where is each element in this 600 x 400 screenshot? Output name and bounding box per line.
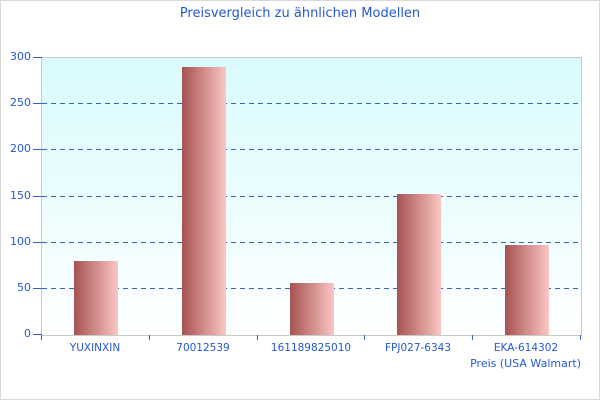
bar-FPJ027-6343 [397, 194, 441, 335]
gridline-200 [42, 149, 581, 150]
bar-EKA-614302 [505, 245, 549, 335]
chart-title: Preisvergleich zu ähnlichen Modellen [179, 6, 421, 21]
y-tick-mark [33, 103, 42, 104]
x-tick-mark [149, 335, 150, 340]
y-tick-mark [33, 196, 42, 197]
bar-161189825010 [290, 283, 334, 335]
bar-70012539 [182, 67, 226, 335]
x-tick-label: 70012539 [176, 342, 230, 354]
x-tick-mark [41, 335, 42, 340]
x-axis-title: Preis (USA Walmart) [470, 357, 581, 370]
y-tick-label: 100 [10, 235, 31, 248]
x-tick-label: YUXINXIN [69, 342, 121, 354]
y-tick-label: 0 [24, 327, 31, 340]
x-tick-mark [364, 335, 365, 340]
x-tick-mark [580, 335, 581, 340]
y-tick-mark [33, 334, 42, 335]
x-tick-label: 161189825010 [270, 342, 352, 354]
x-tick-mark [257, 335, 258, 340]
bar-YUXINXIN [74, 261, 118, 335]
y-tick-label: 200 [10, 142, 31, 155]
y-tick-mark [33, 149, 42, 150]
y-tick-label: 50 [17, 281, 31, 294]
y-tick-label: 250 [10, 96, 31, 109]
x-tick-label: FPJ027-6343 [384, 342, 452, 354]
y-tick-label: 300 [10, 50, 31, 63]
x-tick-label: EKA-614302 [493, 342, 559, 354]
gridline-150 [42, 196, 581, 197]
y-tick-mark [33, 242, 42, 243]
plot-area [41, 57, 582, 336]
y-tick-label: 150 [10, 189, 31, 202]
gridline-250 [42, 103, 581, 104]
y-tick-mark [33, 288, 42, 289]
gridline-100 [42, 242, 581, 243]
x-tick-mark [472, 335, 473, 340]
y-tick-mark [33, 57, 42, 58]
